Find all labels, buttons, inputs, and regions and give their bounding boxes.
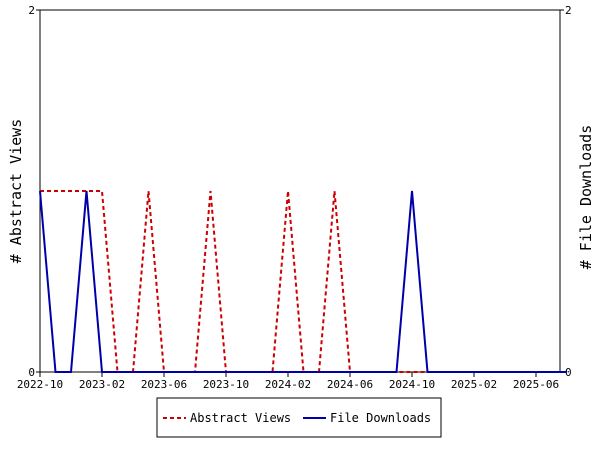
x-tick-label: 2023-02 (79, 378, 125, 391)
right-y-tick-label: 2 (565, 4, 572, 17)
series-line-file-downloads (39, 190, 567, 373)
legend-box (156, 397, 442, 438)
x-tick-label: 2023-06 (141, 378, 187, 391)
left-y-tick-label: 0 (28, 366, 35, 379)
legend-label-file-downloads: File Downloads (330, 411, 431, 425)
left-y-tick-label: 2 (28, 4, 35, 17)
right-axis-title: # File Downloads (577, 125, 595, 270)
x-tick-label: 2024-02 (265, 378, 311, 391)
x-tick-label: 2025-02 (451, 378, 497, 391)
legend: Abstract Views File Downloads (156, 397, 442, 438)
plot-area (39, 9, 561, 373)
x-tick-label: 2025-06 (513, 378, 559, 391)
right-y-tick-label: 0 (565, 366, 572, 379)
x-tick-label: 2024-06 (327, 378, 373, 391)
left-axis-title: # Abstract Views (7, 119, 25, 264)
legend-label-abstract-views: Abstract Views (190, 411, 291, 425)
x-tick-label: 2024-10 (389, 378, 435, 391)
x-tick-label: 2022-10 (17, 378, 63, 391)
x-tick-label: 2023-10 (203, 378, 249, 391)
